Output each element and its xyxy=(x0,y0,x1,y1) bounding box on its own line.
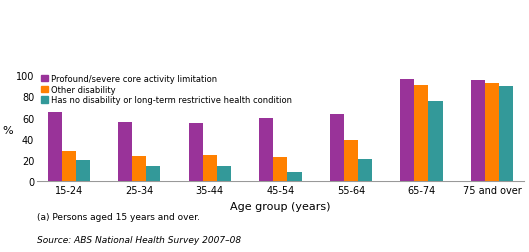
Bar xyxy=(485,83,499,181)
Y-axis label: %: % xyxy=(2,126,13,136)
Bar xyxy=(499,86,513,181)
Bar xyxy=(132,156,147,181)
Bar xyxy=(62,152,76,181)
Bar xyxy=(189,123,203,181)
Bar xyxy=(259,118,273,181)
Bar xyxy=(48,113,62,181)
Bar xyxy=(118,122,132,181)
Bar xyxy=(273,157,287,181)
Bar xyxy=(358,159,372,181)
Bar xyxy=(76,160,90,181)
Bar xyxy=(428,101,443,181)
Text: Source: ABS National Health Survey 2007–08: Source: ABS National Health Survey 2007–… xyxy=(37,235,241,244)
Bar xyxy=(344,140,358,181)
Bar xyxy=(203,155,217,181)
Bar xyxy=(287,172,302,181)
Legend: Profound/severe core activity limitation, Other disability, Has no disability or: Profound/severe core activity limitation… xyxy=(41,75,292,105)
Text: (a) Persons aged 15 years and over.: (a) Persons aged 15 years and over. xyxy=(37,212,200,221)
Bar xyxy=(471,81,485,181)
X-axis label: Age group (years): Age group (years) xyxy=(230,201,331,211)
Bar xyxy=(147,167,160,181)
Bar xyxy=(414,85,428,181)
Bar xyxy=(400,80,414,181)
Bar xyxy=(217,167,231,181)
Bar xyxy=(330,115,344,181)
